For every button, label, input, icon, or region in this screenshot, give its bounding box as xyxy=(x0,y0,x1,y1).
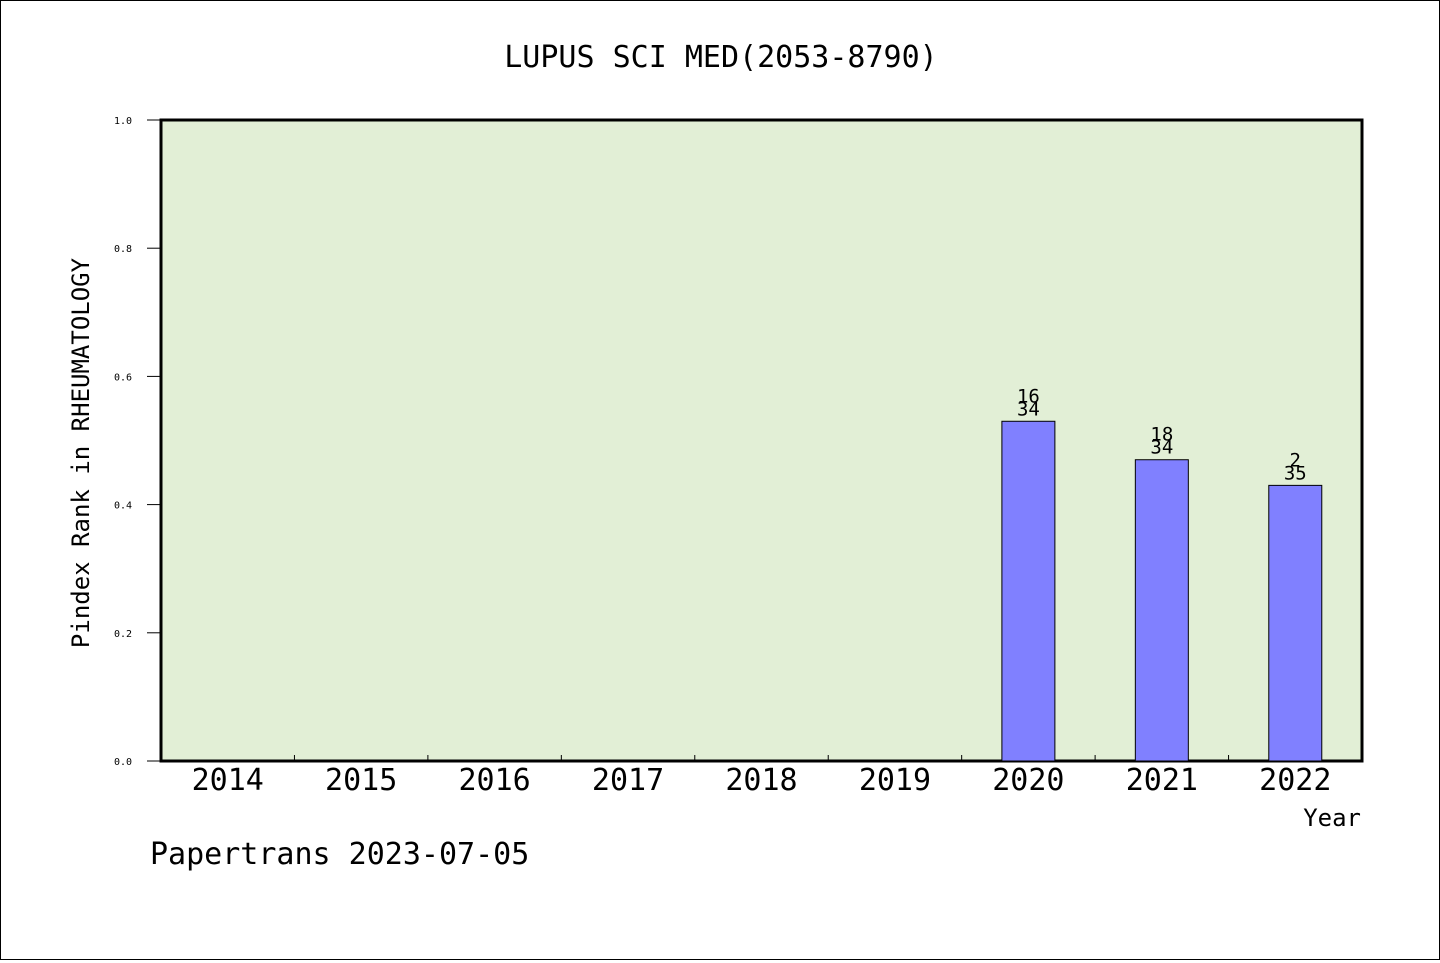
y-tick-label: 0.2 xyxy=(114,629,132,640)
x-tick-label: 2019 xyxy=(859,763,931,798)
bar-2021 xyxy=(1134,459,1189,762)
x-tick-label: 2017 xyxy=(592,763,664,798)
y-axis: 0.0 0.2 0.4 0.6 0.8 1.0 xyxy=(114,116,161,768)
y-tick-label: 0.0 xyxy=(114,757,132,768)
chart-title: LUPUS SCI MED(2053-8790) xyxy=(504,40,937,75)
bar-label-bottom: 35 xyxy=(1284,462,1307,484)
x-tick-label: 2016 xyxy=(458,763,530,798)
x-tick-label: 2021 xyxy=(1126,763,1198,798)
bar-label-top: 16 xyxy=(1017,385,1040,407)
footer-credit: Papertrans 2023-07-05 xyxy=(150,837,529,872)
x-tick-label: 2020 xyxy=(992,763,1064,798)
bar-2020 xyxy=(1001,420,1056,762)
y-tick-label: 0.8 xyxy=(114,244,132,255)
y-tick-label: 1.0 xyxy=(114,116,132,127)
bar-label-bottom: 34 xyxy=(1017,398,1040,420)
bar-label-bottom: 34 xyxy=(1150,437,1173,459)
bar-2022 xyxy=(1268,484,1323,762)
bar-label-top: 18 xyxy=(1150,424,1173,446)
x-tick-label: 2022 xyxy=(1259,763,1331,798)
x-axis: 2014 2015 2016 2017 2018 2019 2020 2021 2022 xyxy=(192,755,1331,798)
x-tick-label: 2014 xyxy=(192,763,264,798)
x-tick-label: 2018 xyxy=(725,763,797,798)
y-tick-label: 0.6 xyxy=(114,372,132,383)
x-axis-label: Year xyxy=(1303,804,1361,832)
y-tick-label: 0.4 xyxy=(114,501,132,512)
bar-label-top: 2 xyxy=(1290,449,1301,471)
y-axis-label: Pindex Rank in RHEUMATOLOGY xyxy=(67,257,95,648)
x-tick-label: 2015 xyxy=(325,763,397,798)
